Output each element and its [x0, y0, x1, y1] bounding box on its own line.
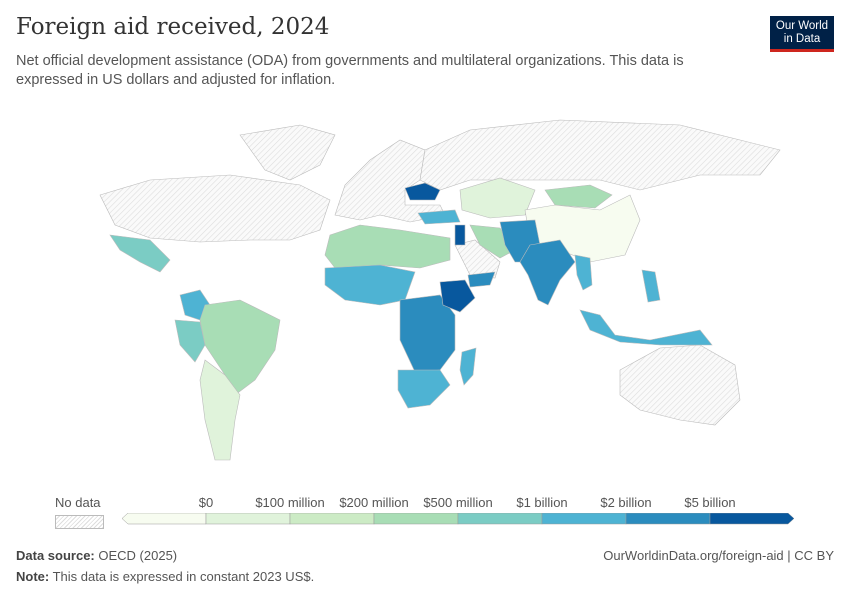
data-source: Data source: OECD (2025) — [16, 548, 177, 563]
region-russia[interactable] — [419, 119, 781, 191]
color-legend: No data $0 $100 million $200 million $500 m… — [0, 495, 850, 535]
legend-bin[interactable] — [205, 513, 291, 525]
legend-label: $200 million — [339, 495, 409, 510]
region-europe[interactable] — [334, 139, 446, 223]
region-ukraine[interactable] — [404, 182, 441, 201]
region-ethiopia[interactable] — [439, 279, 476, 313]
region-india[interactable] — [519, 239, 576, 306]
legend-bin[interactable] — [625, 513, 711, 525]
region-north-africa[interactable] — [324, 224, 451, 269]
legend-label: $100 million — [255, 495, 325, 510]
region-greenland[interactable] — [239, 124, 336, 181]
world-map[interactable] — [0, 110, 850, 490]
no-data-label: No data — [55, 495, 101, 510]
region-myanmar[interactable] — [574, 254, 593, 291]
logo-line1: Our World — [775, 20, 829, 32]
legend-bin[interactable] — [289, 513, 375, 525]
legend-label: $1 billion — [516, 495, 568, 510]
region-mongolia[interactable] — [544, 184, 613, 209]
region-argentina[interactable] — [199, 359, 241, 461]
note-label: Note: — [16, 569, 50, 584]
legend-label: $5 billion — [684, 495, 736, 510]
source-url-link[interactable]: OurWorldinData.org/foreign-aid | CC BY — [603, 548, 834, 563]
region-madagascar[interactable] — [459, 347, 477, 386]
region-turkey[interactable] — [417, 209, 461, 225]
legend-label: $500 million — [423, 495, 493, 510]
region-yemen[interactable] — [467, 271, 496, 288]
region-southern-africa[interactable] — [397, 369, 451, 409]
page-title: Foreign aid received, 2024 — [16, 14, 330, 40]
region-mexico[interactable] — [109, 234, 171, 273]
legend-bin[interactable] — [121, 513, 207, 525]
region-indonesia[interactable] — [579, 309, 713, 346]
note-text: This data is expressed in constant 2023 … — [52, 569, 315, 584]
legend-bin[interactable] — [709, 513, 795, 525]
legend-label: $2 billion — [600, 495, 652, 510]
region-philippines[interactable] — [641, 269, 661, 303]
subtitle: Net official development assistance (ODA… — [16, 53, 684, 88]
legend-bin[interactable] — [541, 513, 627, 525]
region-peru[interactable] — [174, 319, 206, 363]
region-north-america[interactable] — [99, 174, 331, 243]
owid-logo[interactable]: Our World in Data — [770, 16, 834, 52]
source-label: Data source: — [16, 548, 95, 563]
legend-label: $0 — [198, 495, 214, 510]
region-syria[interactable] — [454, 224, 466, 246]
legend-bin[interactable] — [373, 513, 459, 525]
region-iran[interactable] — [469, 224, 516, 259]
source-text[interactable]: OECD (2025) — [98, 548, 178, 563]
region-australia[interactable] — [619, 344, 741, 426]
legend-bin[interactable] — [457, 513, 543, 525]
region-kazakhstan[interactable] — [459, 177, 536, 219]
note: Note: This data is expressed in constant… — [16, 569, 314, 584]
region-west-africa[interactable] — [324, 264, 416, 306]
region-saudi-arabia[interactable] — [454, 239, 501, 279]
logo-line2: in Data — [783, 33, 821, 45]
no-data-swatch — [55, 515, 104, 529]
